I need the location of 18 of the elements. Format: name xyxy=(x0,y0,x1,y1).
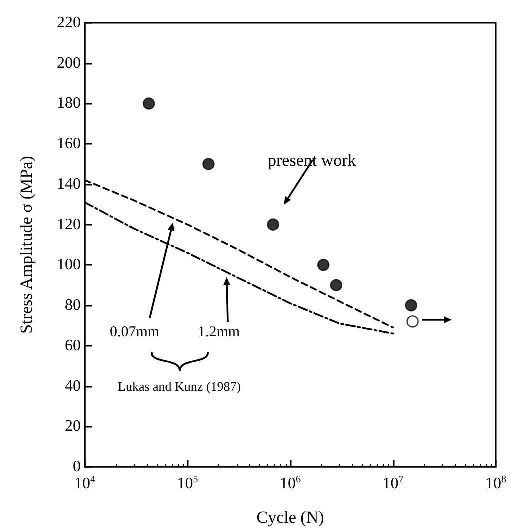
y-tick-label: 20 xyxy=(65,418,81,436)
y-tick-label: 60 xyxy=(65,337,81,354)
y-tick-label: 0 xyxy=(73,458,81,476)
annotation: 0.07mm xyxy=(110,324,160,340)
y-tick-label: 100 xyxy=(57,256,81,274)
y-tick-label: 140 xyxy=(57,176,81,193)
y-tick-label: 40 xyxy=(65,378,81,395)
x-axis-title: Cycle (N) xyxy=(256,508,324,527)
annotation: 1.2mm xyxy=(198,324,240,340)
y-axis-title: Stress Amplitude σ (MPa) xyxy=(17,156,36,334)
annotation: present work xyxy=(268,151,357,170)
y-tick-label: 200 xyxy=(57,54,81,72)
y-tick-label: 220 xyxy=(57,14,81,32)
y-tick-label: 180 xyxy=(57,95,81,112)
y-tick-label: 160 xyxy=(57,136,81,153)
y-tick-label: 120 xyxy=(57,216,81,234)
annotation: Lukas and Kunz (1987) xyxy=(118,379,242,394)
y-tick-label: 80 xyxy=(65,297,81,314)
